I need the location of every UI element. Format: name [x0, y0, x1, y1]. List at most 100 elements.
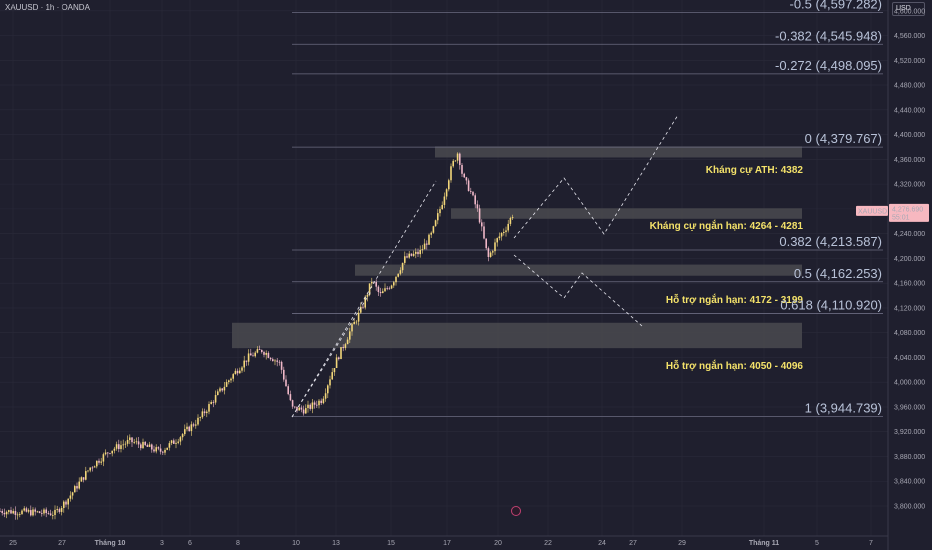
candle-body [384, 288, 386, 292]
candle-body [388, 288, 391, 290]
candle-body [509, 218, 512, 224]
candle-body [206, 411, 208, 414]
price-tick-label: 4,600.000 [894, 8, 925, 15]
candle-body [265, 352, 267, 355]
candle-body [30, 510, 32, 516]
candle-body [151, 444, 153, 450]
candle-body [382, 291, 384, 294]
candle-body [12, 511, 14, 514]
candle-body [188, 426, 190, 432]
candle-body [379, 291, 382, 294]
candle-body [364, 296, 366, 308]
candle-body [14, 511, 17, 515]
fib-label: 0.5 (4,162.253) [794, 266, 882, 281]
candle-body [243, 360, 245, 368]
price-tick-label: 4,440.000 [894, 107, 925, 114]
candle-body [142, 441, 144, 449]
candle-body [355, 321, 358, 323]
candle-body [153, 449, 155, 452]
candle-body [408, 253, 410, 258]
time-tick-label: 10 [292, 540, 300, 547]
price-tag-countdown: 55:01 [892, 214, 910, 221]
candle-body [140, 444, 142, 449]
projection-path-up [513, 114, 679, 239]
time-tick-label: 7 [869, 540, 873, 547]
price-tick-label: 3,960.000 [894, 404, 925, 411]
candle-body [236, 370, 239, 374]
candle-body [461, 164, 463, 174]
candle-body [190, 424, 193, 432]
candle-body [399, 270, 402, 274]
time-tick-label: 15 [387, 540, 395, 547]
candle-body [324, 393, 327, 399]
price-tag-bg [889, 203, 929, 222]
candle-body [311, 402, 314, 409]
candle-body [333, 368, 336, 373]
candle-body [258, 349, 261, 350]
candle-body [371, 281, 373, 284]
candle-body [109, 453, 111, 455]
candle-body [507, 223, 509, 231]
candle-body [65, 501, 67, 505]
candle-body [305, 408, 307, 414]
candle-body [131, 437, 133, 443]
candle-body [247, 353, 250, 362]
price-tick-label: 4,240.000 [894, 231, 925, 238]
candle-body [232, 374, 234, 379]
event-marker-icon [511, 506, 521, 516]
candle-body [113, 448, 116, 451]
candle-body [390, 285, 393, 289]
candle-body [261, 349, 263, 353]
time-tick-label: 25 [9, 540, 17, 547]
candle-body [212, 402, 215, 403]
fib-label: 1 (3,944.739) [805, 400, 882, 415]
candle-body [107, 452, 109, 454]
candle-body [313, 402, 316, 405]
candle-body [492, 251, 494, 253]
time-tick-label: 5 [815, 540, 819, 547]
candle-body [25, 508, 28, 512]
candle-body [104, 452, 107, 455]
candle-body [74, 486, 76, 493]
time-tick-label: 13 [332, 540, 340, 547]
candle-body [126, 439, 129, 444]
candle-body [192, 424, 195, 426]
candle-body [470, 191, 472, 192]
candle-body [503, 232, 505, 234]
zone-rect [232, 322, 802, 349]
zone-label: Hỗ trợ ngắn hạn: 4172 - 3199 [666, 293, 804, 306]
candle-body [318, 400, 320, 406]
zone-rect [355, 264, 802, 276]
candle-body [234, 370, 237, 375]
candle-body [146, 445, 149, 447]
candle-body [483, 226, 485, 239]
candle-body [76, 486, 78, 489]
candle-body [386, 288, 388, 290]
candle-body [85, 471, 87, 480]
candle-body [410, 253, 413, 256]
currency-selector[interactable]: USD [892, 2, 925, 16]
candle-body [287, 386, 289, 395]
trend-line-dashed [291, 180, 437, 418]
candle-body [280, 361, 283, 370]
time-tick-label: 20 [494, 540, 502, 547]
candle-body [428, 234, 430, 245]
candle-body [27, 510, 30, 512]
candle-body [250, 353, 252, 356]
candle-body [199, 417, 201, 418]
price-tick-label: 3,800.000 [894, 504, 925, 511]
candle-body [219, 388, 221, 392]
candle-body [289, 394, 292, 401]
candle-body [120, 445, 122, 450]
candle-body [472, 191, 474, 196]
candle-body [302, 409, 305, 414]
time-tick-label: 3 [160, 540, 164, 547]
candle-body [63, 501, 65, 509]
candle-body [181, 434, 184, 438]
candle-body [148, 444, 151, 447]
candle-body [23, 508, 25, 511]
time-tick-label: Tháng 11 [749, 540, 779, 547]
candle-body [496, 238, 498, 243]
candle-body [93, 466, 96, 468]
